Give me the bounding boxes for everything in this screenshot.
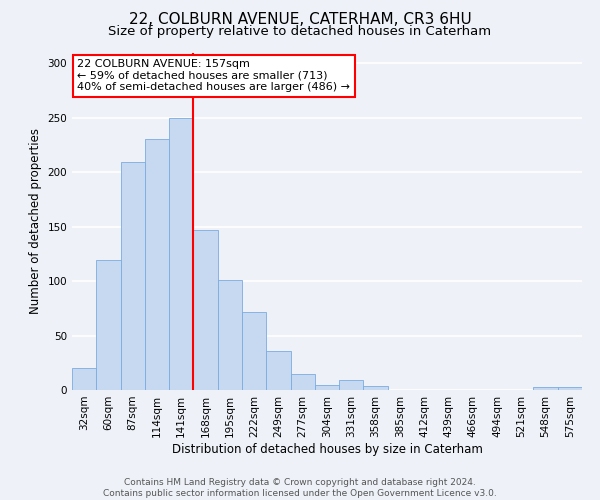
Bar <box>121 162 145 390</box>
Bar <box>169 118 193 390</box>
Bar <box>72 368 96 390</box>
X-axis label: Distribution of detached houses by size in Caterham: Distribution of detached houses by size … <box>172 442 482 456</box>
Bar <box>339 380 364 390</box>
Text: 22 COLBURN AVENUE: 157sqm
← 59% of detached houses are smaller (713)
40% of semi: 22 COLBURN AVENUE: 157sqm ← 59% of detac… <box>77 59 350 92</box>
Bar <box>193 230 218 390</box>
Bar <box>315 384 339 390</box>
Y-axis label: Number of detached properties: Number of detached properties <box>29 128 42 314</box>
Bar <box>218 280 242 390</box>
Bar <box>290 374 315 390</box>
Text: Contains HM Land Registry data © Crown copyright and database right 2024.
Contai: Contains HM Land Registry data © Crown c… <box>103 478 497 498</box>
Bar <box>242 312 266 390</box>
Bar <box>145 138 169 390</box>
Bar <box>533 386 558 390</box>
Bar <box>96 260 121 390</box>
Bar <box>364 386 388 390</box>
Bar <box>266 351 290 390</box>
Bar <box>558 386 582 390</box>
Text: 22, COLBURN AVENUE, CATERHAM, CR3 6HU: 22, COLBURN AVENUE, CATERHAM, CR3 6HU <box>128 12 472 28</box>
Text: Size of property relative to detached houses in Caterham: Size of property relative to detached ho… <box>109 25 491 38</box>
